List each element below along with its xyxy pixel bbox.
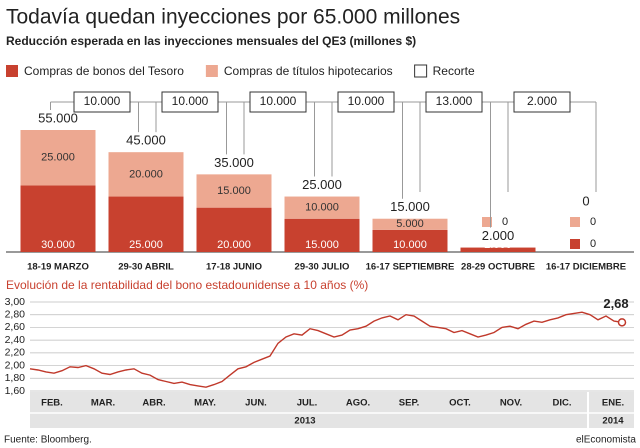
chart-title: Todavía quedan inyecciones por 65.000 mi…: [6, 6, 460, 29]
x-tick-label: SEP.: [399, 398, 419, 409]
line-title: Evolución de la rentabilidad del bono es…: [6, 278, 368, 292]
end-marker: [617, 318, 627, 327]
cut-box: [161, 91, 219, 113]
legend-label: Compras de bonos del Tesoro: [24, 64, 184, 78]
x-tick-label: 16-17 DICIEMBRE: [546, 262, 626, 273]
zero-marker: [570, 217, 580, 227]
bar-segment: [20, 185, 96, 252]
x-tick-label: ABR.: [142, 398, 165, 409]
bar-segment: [196, 174, 272, 208]
legend-swatch: [205, 65, 218, 77]
value-label: 20.000: [217, 239, 251, 251]
x-tick-label: JUN.: [245, 398, 267, 409]
x-tick-label: OCT.: [449, 398, 471, 409]
total-label: 35.000: [214, 155, 254, 170]
total-label: 15.000: [390, 199, 430, 214]
value-label: 15.000: [217, 185, 251, 197]
value-label: 2.000: [484, 239, 512, 251]
value-label: 30.000: [41, 239, 75, 251]
x-tick-label: MAR.: [91, 398, 115, 409]
bar-segment: [284, 218, 360, 252]
x-tick-label: FEB.: [41, 398, 63, 409]
cut-box: [425, 91, 483, 113]
x-tick-label: JUL.: [297, 398, 318, 409]
annotation: 2,68: [603, 296, 628, 311]
y-tick-label: 2,60: [5, 321, 26, 333]
year-label: 2014: [602, 416, 624, 427]
x-tick-label: MAY.: [194, 398, 216, 409]
bar-segment: [196, 207, 272, 252]
y-tick-label: 1,60: [5, 385, 26, 397]
cut-label: 10.000: [260, 94, 297, 108]
x-tick-label: AGO.: [346, 398, 370, 409]
y-tick-label: 2,40: [5, 334, 26, 346]
cut-label: 2.000: [527, 94, 557, 108]
yield-line: [29, 311, 623, 388]
value-label: 5.000: [396, 218, 424, 230]
x-tick-label: NOV.: [500, 398, 522, 409]
bar-segment: [372, 229, 448, 252]
y-tick-label: 1,80: [5, 372, 26, 384]
x-tick-label: 29-30 ABRIL: [118, 262, 174, 273]
cut-box: [249, 91, 307, 113]
value-label: 0: [590, 216, 596, 228]
total-label: 25.000: [302, 177, 342, 192]
cut-label: 10.000: [84, 94, 121, 108]
cut-box: [337, 91, 395, 113]
value-label: 15.000: [305, 239, 339, 251]
bar-segment: [372, 218, 448, 230]
bar-segment: [20, 130, 96, 186]
legend-swatch: [414, 64, 428, 78]
y-tick-label: 2,80: [5, 308, 26, 320]
x-tick-label: 29-30 JULIO: [295, 262, 350, 273]
total-label: 45.000: [126, 133, 166, 148]
x-tick-label: ENE.: [602, 398, 624, 409]
value-label: 0: [502, 216, 508, 228]
brand: elEconomista: [576, 435, 636, 446]
legend-swatch: [6, 65, 18, 77]
y-tick-label: 2,20: [5, 347, 26, 359]
cut-label: 10.000: [348, 94, 385, 108]
cut-label: 13.000: [436, 94, 473, 108]
value-label: 25.000: [129, 239, 163, 251]
value-label: 10.000: [305, 202, 339, 214]
bar-segment: [108, 152, 184, 197]
cut-box: [73, 91, 131, 113]
x-tick-label: 28-29 OCTUBRE: [461, 262, 535, 273]
total-label: 55.000: [38, 110, 78, 125]
cut-label: 10.000: [172, 94, 209, 108]
zero-marker: [482, 217, 492, 227]
x-tick-label: 16-17 SEPTIEMBRE: [366, 262, 455, 273]
bar-segment: [460, 247, 536, 252]
chart-subtitle: Reducción esperada en las inyecciones me…: [6, 34, 416, 48]
value-label: 25.000: [41, 152, 75, 164]
total-label: 2.000: [482, 228, 515, 243]
value-label: 20.000: [129, 168, 163, 180]
x-axis-band: [30, 392, 634, 428]
value-label: 10.000: [393, 239, 427, 251]
x-tick-label: DIC.: [553, 398, 572, 409]
bar-segment: [284, 196, 360, 219]
cut-box: [513, 91, 571, 113]
total-label: 0: [582, 193, 589, 208]
x-tick-label: 18-19 MARZO: [27, 262, 89, 273]
y-tick-label: 3,00: [5, 296, 26, 308]
value-label: 0: [590, 238, 596, 250]
y-tick-label: 2,00: [5, 359, 26, 371]
bar-segment: [108, 196, 184, 252]
legend-label: Compras de títulos hipotecarios: [224, 64, 393, 78]
zero-marker: [570, 239, 580, 249]
legend-label: Recorte: [433, 64, 475, 78]
x-tick-label: 17-18 JUNIO: [206, 262, 262, 273]
source: Fuente: Bloomberg.: [4, 435, 92, 446]
year-label: 2013: [294, 416, 315, 427]
